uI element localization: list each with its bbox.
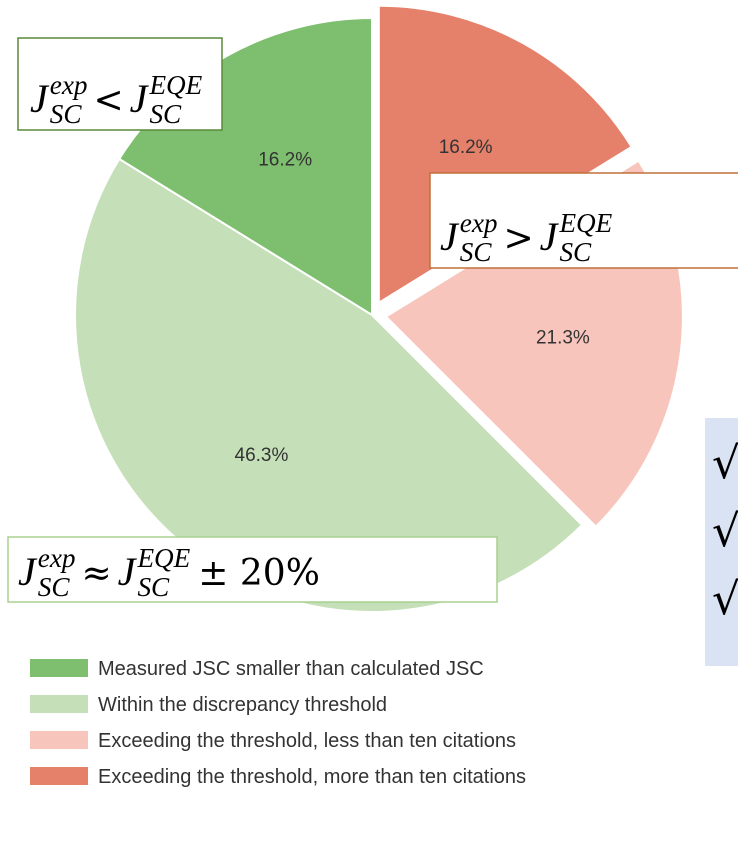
math-sub: SC	[50, 99, 83, 129]
side-box-item: √	[712, 506, 738, 557]
data-label: 16.2%	[439, 137, 493, 158]
math-base: J	[440, 214, 460, 259]
annotation-box	[7, 536, 498, 603]
math-sup: exp	[50, 70, 88, 100]
side-box-item: √	[712, 438, 738, 489]
math-sup: exp	[38, 543, 76, 573]
data-label: 16.2%	[258, 149, 312, 170]
math-sub: SC	[38, 572, 71, 602]
legend-label: Within the discrepancy threshold	[98, 694, 387, 716]
legend: Measured JSC smaller than calculated JSC…	[30, 658, 526, 788]
legend-swatch	[30, 695, 88, 713]
legend-label: Exceeding the threshold, less than ten c…	[98, 730, 516, 752]
math-sup: EQE	[558, 208, 612, 238]
legend-swatch	[30, 731, 88, 749]
legend-label: Exceeding the threshold, more than ten c…	[98, 766, 526, 788]
math-sup: EQE	[136, 543, 190, 573]
side-box-item: √	[712, 574, 738, 625]
math-sub: SC	[137, 572, 170, 602]
data-label: 46.3%	[235, 445, 289, 466]
math-base: J	[118, 549, 138, 594]
math-operator: ≈	[82, 553, 112, 594]
math-sup: EQE	[148, 70, 202, 100]
side-box	[705, 418, 738, 666]
data-label: 21.3%	[536, 327, 590, 348]
math-base: J	[18, 549, 38, 594]
math-base: J	[540, 214, 560, 259]
math-operator: >	[504, 218, 534, 259]
annotation-box	[429, 172, 738, 269]
math-base: J	[130, 76, 150, 121]
math-operator: <	[94, 80, 124, 121]
legend-swatch	[30, 767, 88, 785]
math-sub: SC	[149, 99, 182, 129]
legend-label: Measured JSC smaller than calculated JSC	[98, 658, 484, 680]
math-base: J	[30, 76, 50, 121]
legend-swatch	[30, 659, 88, 677]
math-sup: exp	[460, 208, 498, 238]
math-sub: SC	[460, 237, 493, 267]
annotation-box	[17, 37, 223, 131]
math-tail: ± 20%	[198, 553, 320, 594]
math-sub: SC	[559, 237, 592, 267]
